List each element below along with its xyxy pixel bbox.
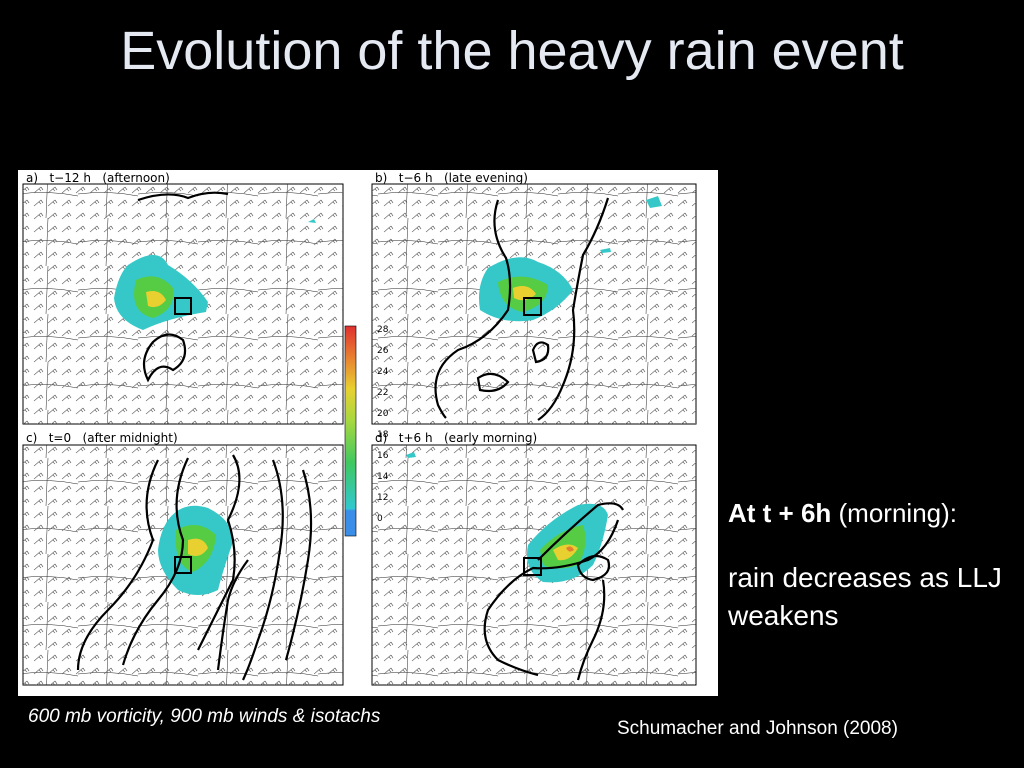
colorbar-tick: 0	[377, 514, 383, 524]
colorbar-tick: 14	[377, 472, 389, 482]
colorbar-tick: 22	[377, 388, 389, 398]
panel-a-label: a) t−12 h (afternoon)	[26, 171, 170, 185]
side-heading-bold: At t + 6h	[728, 498, 832, 528]
figure-graphics	[22, 183, 697, 686]
colorbar-tick: 28	[377, 325, 389, 335]
side-heading: At t + 6h (morning):	[728, 498, 957, 529]
figure-caption: 600 mb vorticity, 900 mb winds & isotach…	[28, 706, 381, 727]
panel-a-map	[22, 183, 344, 425]
side-body-text: rain decreases as LLJ weakens	[728, 562, 1002, 631]
panel-b-label: b) t−6 h (late evening)	[375, 171, 528, 185]
colorbar	[344, 325, 357, 537]
panel-d-map	[371, 444, 697, 686]
colorbar-tick: 18	[377, 430, 389, 440]
citation: Schumacher and Johnson (2008)	[617, 718, 898, 739]
panel-b-map	[371, 183, 697, 425]
panel-c-map	[22, 444, 344, 686]
panel-d-label: d) t+6 h (early morning)	[375, 431, 538, 445]
panel-c-label: c) t=0 (after midnight)	[26, 431, 178, 445]
four-panel-figure: a) t−12 h (afternoon) b) t−6 h (late eve…	[18, 170, 718, 696]
slide-title: Evolution of the heavy rain event	[120, 21, 904, 81]
colorbar-tick: 26	[377, 346, 389, 356]
colorbar-tick: 20	[377, 409, 389, 419]
colorbar-tick: 12	[377, 493, 389, 503]
colorbar-tick: 24	[377, 367, 389, 377]
colorbar-tick: 16	[377, 451, 389, 461]
side-heading-rest: (morning):	[831, 498, 957, 528]
